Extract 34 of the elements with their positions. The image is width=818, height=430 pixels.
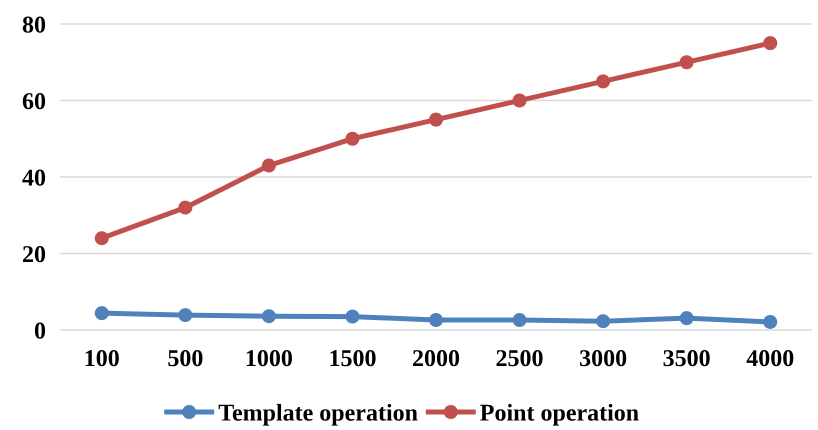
x-tick-label: 100 (84, 346, 120, 372)
point (680, 55, 694, 70)
point (763, 36, 778, 50)
point (262, 309, 276, 324)
legend-label: Template operation (218, 400, 418, 426)
x-tick-label: 1000 (244, 346, 293, 372)
point (94, 306, 109, 320)
x-tick-label: 2500 (496, 346, 544, 372)
y-tick-label: 0 (34, 318, 46, 344)
point (429, 112, 443, 127)
x-tick-label: 2000 (412, 346, 460, 372)
x-tick-label: 1500 (328, 346, 376, 372)
point (680, 311, 694, 326)
point (178, 200, 192, 215)
point (596, 74, 610, 88)
point (178, 308, 192, 322)
point (345, 310, 360, 324)
y-tick-label: 40 (22, 165, 46, 192)
point (763, 314, 778, 329)
point (512, 313, 527, 328)
point (429, 313, 443, 328)
point (596, 314, 610, 328)
legend-label: Point operation (480, 400, 640, 426)
x-tick-label: 3000 (579, 346, 628, 372)
x-tick-label: 500 (167, 346, 204, 372)
y-tick-label: 80 (22, 12, 46, 38)
point (345, 132, 360, 146)
x-tick-label: 4000 (746, 346, 794, 372)
point (262, 158, 276, 173)
y-tick-label: 20 (22, 242, 46, 268)
x-tick-label: 3500 (662, 346, 711, 372)
point (512, 94, 527, 108)
point (94, 231, 109, 246)
y-tick-label: 60 (22, 88, 46, 115)
